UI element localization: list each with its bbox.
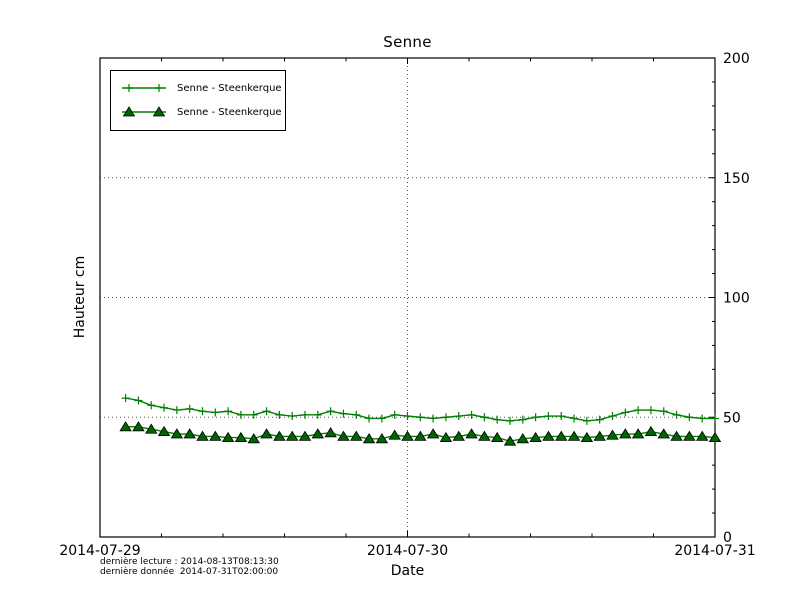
triangle-marker bbox=[337, 430, 350, 441]
triangle-marker bbox=[324, 427, 337, 438]
legend-line-triangle-icon bbox=[122, 106, 166, 117]
triangle-marker bbox=[567, 430, 581, 441]
y-tick-label: 100 bbox=[723, 291, 750, 307]
triangle-marker bbox=[708, 431, 722, 443]
triangle-marker bbox=[490, 431, 504, 443]
triangle-marker bbox=[119, 421, 132, 432]
triangle-marker bbox=[362, 433, 376, 444]
triangle-marker bbox=[285, 430, 299, 441]
legend-label: Senne - Steenkerque bbox=[177, 106, 282, 118]
triangle-marker bbox=[478, 430, 491, 441]
footnote-last-reading: dernière lecture : 2014-08-13T08:13:30 bbox=[100, 557, 279, 567]
triangle-marker bbox=[529, 431, 542, 443]
triangle-marker bbox=[542, 430, 555, 441]
triangle-marker bbox=[452, 430, 465, 441]
triangle-marker bbox=[555, 430, 568, 441]
triangle-marker bbox=[260, 428, 273, 439]
triangle-marker bbox=[157, 425, 171, 437]
triangle-marker bbox=[375, 433, 389, 444]
triangle-marker bbox=[247, 433, 260, 444]
legend-line-plus-icon bbox=[122, 84, 166, 92]
triangle-marker bbox=[414, 430, 427, 441]
triangle-marker bbox=[183, 428, 196, 439]
legend-entry: Senne - Steenkerque bbox=[119, 76, 282, 100]
triangle-marker bbox=[516, 433, 530, 444]
triangle-marker bbox=[350, 430, 363, 441]
triangle-marker bbox=[580, 431, 594, 443]
legend-sample-shape bbox=[152, 106, 166, 117]
triangle-marker bbox=[683, 430, 696, 441]
triangle-marker bbox=[196, 430, 209, 441]
triangle-marker bbox=[132, 421, 145, 432]
plus-markers bbox=[121, 394, 719, 425]
legend-entry: Senne - Steenkerque bbox=[119, 100, 282, 124]
triangle-marker bbox=[209, 430, 222, 441]
y-tick-label: 50 bbox=[723, 410, 741, 426]
chart-title: Senne bbox=[383, 33, 432, 51]
triangle-marker bbox=[644, 425, 658, 437]
x-tick-label: 2014-07-30 bbox=[367, 543, 448, 559]
triangle-marker bbox=[273, 430, 286, 441]
legend-label: Senne - Steenkerque bbox=[177, 82, 282, 94]
triangle-marker bbox=[145, 423, 158, 434]
triangle-marker bbox=[388, 429, 401, 440]
x-axis-label: Date bbox=[390, 563, 425, 579]
triangle-marker bbox=[465, 428, 478, 439]
x-tick-label: 2014-07-31 bbox=[674, 543, 755, 559]
x-tick-label: 2014-07-29 bbox=[59, 543, 140, 559]
triangle-marker bbox=[631, 428, 645, 439]
triangle-marker bbox=[593, 430, 606, 441]
triangle-marker bbox=[170, 428, 184, 439]
triangle-marker bbox=[606, 429, 619, 440]
footnotes: dernière lecture : 2014-08-13T08:13:30 d… bbox=[100, 557, 279, 577]
triangle-marker bbox=[619, 428, 632, 439]
triangle-marker bbox=[221, 431, 235, 443]
triangle-marker bbox=[298, 430, 312, 441]
triangle-marker bbox=[503, 435, 517, 446]
triangle-marker bbox=[657, 428, 670, 439]
triangle-marker bbox=[426, 428, 440, 439]
legend-sample-shape bbox=[122, 106, 136, 117]
triangle-marker bbox=[670, 430, 683, 441]
triangle-marker bbox=[401, 430, 414, 441]
legend: Senne - Steenkerque Senne - Steenkerque bbox=[110, 70, 286, 131]
triangle-marker bbox=[311, 428, 325, 439]
triangle-marker bbox=[439, 431, 453, 443]
y-tick-label: 200 bbox=[723, 51, 750, 67]
footnote-last-data: dernière donnée 2014-07-31T02:00:00 bbox=[100, 567, 279, 577]
legend-sample-shape bbox=[155, 84, 163, 92]
triangle-marker bbox=[234, 431, 248, 443]
y-tick-label: 0 bbox=[723, 530, 732, 546]
legend-sample-shape bbox=[125, 84, 133, 92]
triangle-marker bbox=[695, 430, 709, 441]
y-tick-label: 150 bbox=[723, 171, 750, 187]
